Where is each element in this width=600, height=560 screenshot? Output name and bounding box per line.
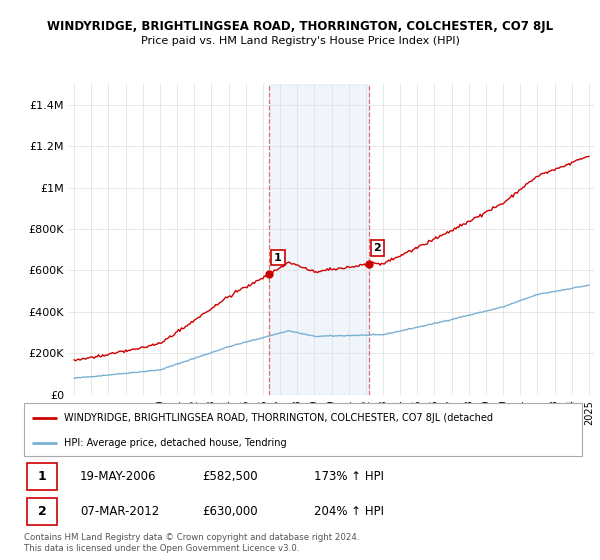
Text: Price paid vs. HM Land Registry's House Price Index (HPI): Price paid vs. HM Land Registry's House … [140, 36, 460, 46]
Text: WINDYRIDGE, BRIGHTLINGSEA ROAD, THORRINGTON, COLCHESTER, CO7 8JL (detached: WINDYRIDGE, BRIGHTLINGSEA ROAD, THORRING… [64, 413, 493, 423]
Text: 19-MAY-2006: 19-MAY-2006 [80, 470, 156, 483]
Bar [269, 84, 369, 395]
Bar [27, 464, 58, 490]
Text: 1: 1 [38, 470, 47, 483]
Text: 173% ↑ HPI: 173% ↑ HPI [314, 470, 384, 483]
Text: £582,500: £582,500 [203, 470, 258, 483]
Text: 2: 2 [38, 505, 47, 518]
Text: 07-MAR-2012: 07-MAR-2012 [80, 505, 159, 518]
Text: £630,000: £630,000 [203, 505, 258, 518]
Text: WINDYRIDGE, BRIGHTLINGSEA ROAD, THORRINGTON, COLCHESTER, CO7 8JL: WINDYRIDGE, BRIGHTLINGSEA ROAD, THORRING… [47, 20, 553, 32]
Bar [27, 498, 58, 525]
Text: HPI: Average price, detached house, Tendring: HPI: Average price, detached house, Tend… [64, 438, 287, 448]
Text: 204% ↑ HPI: 204% ↑ HPI [314, 505, 384, 518]
Text: 1: 1 [274, 253, 282, 263]
Text: Contains HM Land Registry data © Crown copyright and database right 2024.
This d: Contains HM Land Registry data © Crown c… [24, 533, 359, 553]
Text: 2: 2 [374, 243, 382, 253]
